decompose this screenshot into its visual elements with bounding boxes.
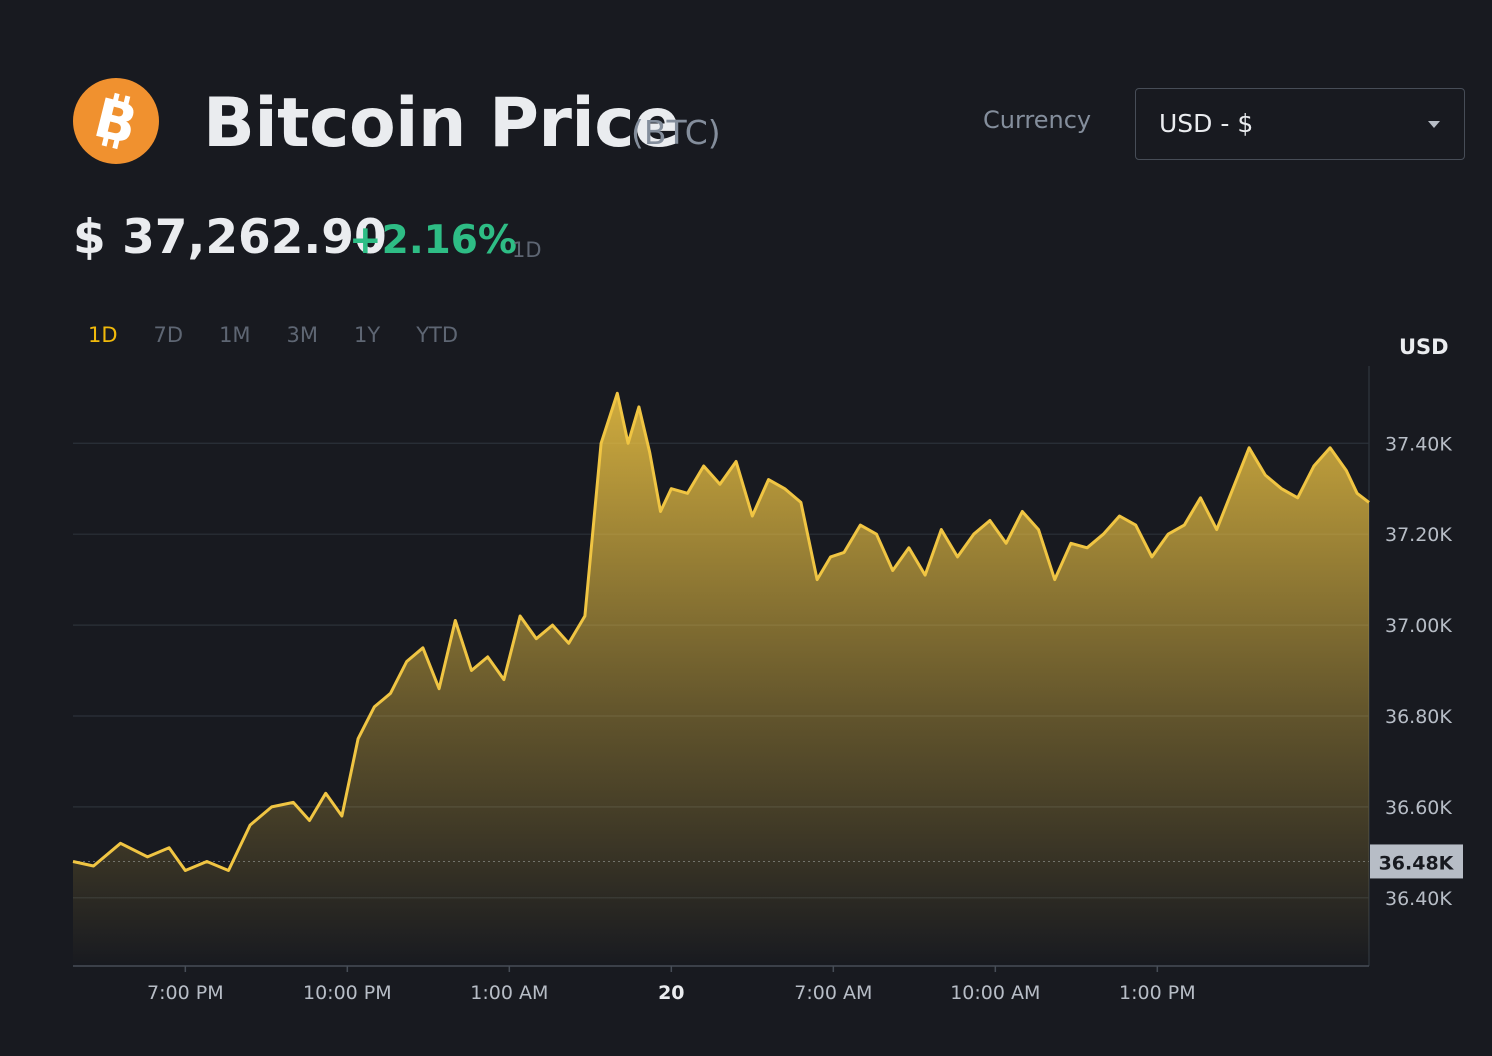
tab-1y[interactable]: 1Y xyxy=(354,323,381,347)
price-line xyxy=(72,391,1370,872)
y-tick-label: 36.80K xyxy=(1385,706,1452,728)
tab-3m[interactable]: 3M xyxy=(286,323,319,347)
y-tick-label: 36.60K xyxy=(1385,797,1452,819)
ticker-symbol: (BTC) xyxy=(631,113,721,152)
x-tick-label: 1:00 AM xyxy=(470,982,548,1004)
price-area xyxy=(73,393,1369,966)
bitcoin-logo: B xyxy=(73,78,159,164)
y-axis-unit: USD xyxy=(1399,335,1449,359)
tab-ytd[interactable]: YTD xyxy=(416,323,459,347)
price-change: +2.16% xyxy=(349,218,517,263)
currency-label: Currency xyxy=(983,106,1092,134)
y-tick-label: 37.40K xyxy=(1385,433,1452,455)
bitcoin-icon: B xyxy=(88,86,143,157)
current-price-badge xyxy=(1370,844,1463,879)
change-period: 1D xyxy=(512,238,542,262)
current-price-badge-label: 36.48K xyxy=(1379,852,1455,874)
x-tick-label: 1:00 PM xyxy=(1119,982,1196,1004)
page-title: Bitcoin Price xyxy=(203,84,680,163)
x-tick-label: 10:00 AM xyxy=(950,982,1040,1004)
time-range-tabs: 1D 7D 1M 3M 1Y YTD xyxy=(88,323,494,347)
x-tick-label: 20 xyxy=(658,982,684,1004)
tab-1m[interactable]: 1M xyxy=(219,323,251,347)
x-tick-label: 7:00 PM xyxy=(147,982,224,1004)
currency-select[interactable]: USD - $ xyxy=(1135,88,1465,160)
tab-7d[interactable]: 7D xyxy=(153,323,184,347)
y-tick-label: 36.40K xyxy=(1385,888,1452,910)
x-tick-label: 10:00 PM xyxy=(303,982,392,1004)
current-price: $ 37,262.90 xyxy=(73,210,387,265)
currency-select-value: USD - $ xyxy=(1159,109,1254,138)
y-tick-label: 37.20K xyxy=(1385,524,1452,546)
tab-1d[interactable]: 1D xyxy=(88,323,118,347)
chevron-down-icon xyxy=(1428,121,1440,128)
y-tick-label: 37.00K xyxy=(1385,615,1452,637)
x-tick-label: 7:00 AM xyxy=(794,982,872,1004)
